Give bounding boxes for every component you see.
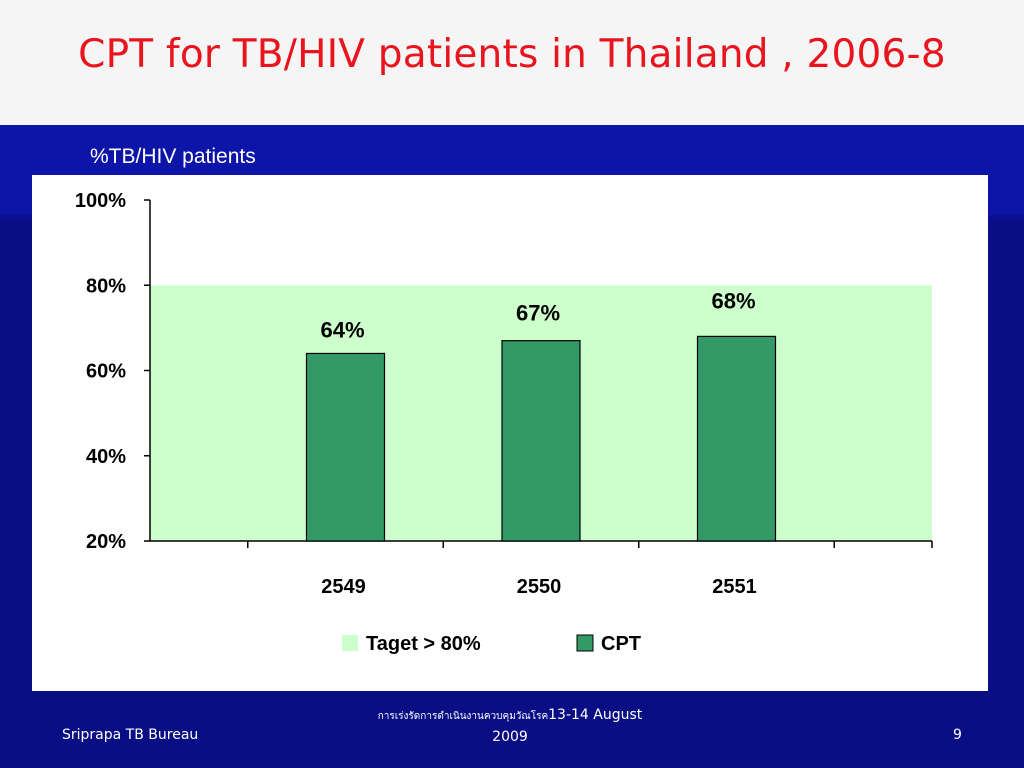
x-tick-label-2549: 2549 [321,576,366,598]
bar-chart: 20% 40% 60% 80% 100% 64% 2549 67% 2550 68% 2551 Tag… [75,190,933,655]
bar-2551 [696,335,777,542]
footer-event-year: 2009 [492,729,528,745]
legend-label-cpt: CPT [601,633,641,655]
data-label-2551: 68% [711,288,755,313]
data-label-2550: 67% [516,301,560,326]
y-tick-label: 100% [75,190,126,212]
y-tick-label: 60% [86,361,126,383]
bar-2549 [305,352,386,542]
x-tick-label-2550: 2550 [517,576,562,598]
footer-event: การเร่งรัดการดำเนินงานควบคุมวัณโรค13-14 … [340,705,680,747]
y-tick-label: 20% [86,531,126,553]
footer-event-name: การเร่งรัดการดำเนินงานควบคุมวัณโรค [377,711,549,722]
legend-swatch-target [342,635,358,651]
slide-title: CPT for TB/HIV patients in Thailand , 20… [78,32,946,77]
x-tick-label-2551: 2551 [712,576,757,598]
bar-2550 [501,340,581,542]
y-tick-label: 80% [86,275,126,297]
footer-organization: Sriprapa TB Bureau [62,727,199,743]
page-number: 9 [953,727,962,743]
chart-panel: 20% 40% 60% 80% 100% 64% 2549 67% 2550 68% 2551 Tag… [32,175,988,691]
legend-label-target: Taget > 80% [366,633,481,655]
y-tick-label: 40% [86,446,126,468]
chart-subtitle: %TB/HIV patients [90,145,256,168]
data-label-2549: 64% [320,317,364,342]
footer-event-date: 13-14 August [548,707,643,723]
title-bar: CPT for TB/HIV patients in Thailand , 20… [0,0,1024,125]
legend-swatch-cpt [576,634,594,652]
